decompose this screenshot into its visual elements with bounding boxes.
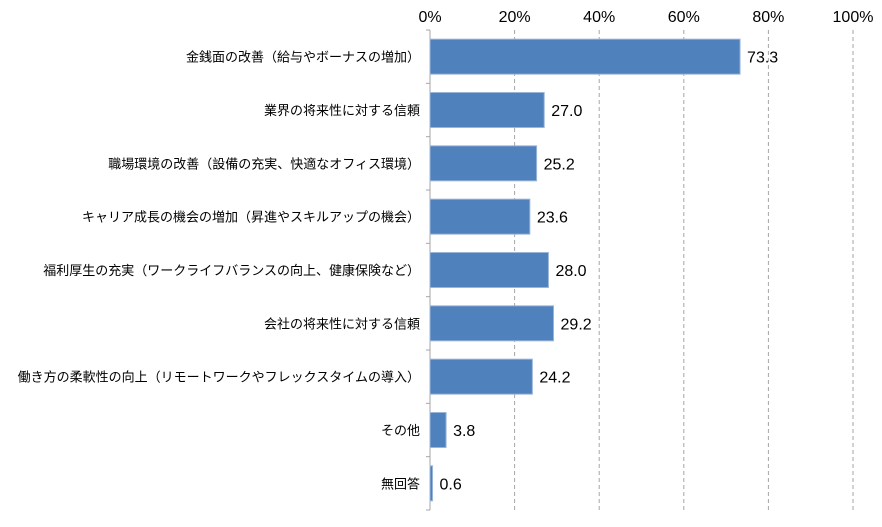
bar — [429, 198, 531, 235]
category-label: キャリア成長の機会の増加（昇進やスキルアップの機会） — [82, 210, 420, 225]
category-label: その他 — [381, 423, 420, 438]
bar — [429, 145, 538, 182]
data-label: 27.0 — [551, 103, 582, 120]
category-label: 職場環境の改善（設備の充実、快適なオフィス環境） — [108, 156, 420, 171]
x-tick-label: 80% — [752, 9, 784, 26]
data-label: 23.6 — [537, 210, 568, 227]
category-label: 無回答 — [381, 476, 420, 491]
data-label: 3.8 — [453, 423, 475, 440]
x-tick-label: 60% — [668, 9, 700, 26]
bar — [429, 412, 447, 448]
bar — [429, 305, 555, 342]
category-label: 業界の将来性に対する信頼 — [264, 103, 420, 118]
data-label: 28.0 — [555, 263, 586, 280]
bar — [429, 38, 741, 75]
data-label: 0.6 — [440, 476, 462, 493]
data-label: 73.3 — [747, 50, 778, 67]
data-label: 24.2 — [539, 370, 570, 387]
bar — [429, 252, 549, 288]
x-tick-label: 0% — [418, 9, 441, 26]
data-label: 29.2 — [561, 316, 592, 333]
category-label: 福利厚生の充実（ワークライフバランスの向上、健康保険など） — [43, 263, 420, 278]
data-label: 25.2 — [544, 156, 575, 173]
x-tick-label: 20% — [499, 9, 531, 26]
bar — [429, 92, 545, 128]
bar — [429, 465, 434, 502]
bar — [429, 358, 533, 395]
category-label: 金銭面の改善（給与やボーナスの増加） — [186, 50, 420, 65]
x-tick-label: 100% — [833, 9, 874, 26]
category-label: 働き方の柔軟性の向上（リモートワークやフレックスタイムの導入） — [18, 370, 420, 385]
x-tick-label: 40% — [583, 9, 615, 26]
category-label: 会社の将来性に対する信頼 — [264, 316, 420, 331]
